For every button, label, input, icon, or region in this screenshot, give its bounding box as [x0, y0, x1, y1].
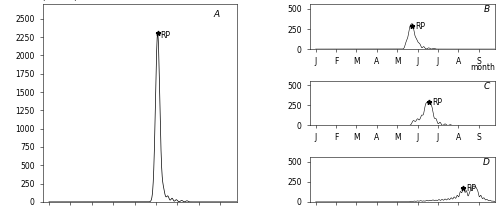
Text: A: A [214, 10, 220, 19]
Text: Pollen (m⁻³ d⁻¹): Pollen (m⁻³ d⁻¹) [17, 0, 78, 2]
Text: month: month [470, 63, 495, 73]
Text: D: D [482, 158, 490, 167]
Text: B: B [484, 6, 490, 14]
Text: RP: RP [160, 31, 170, 40]
Text: RP: RP [466, 184, 476, 193]
Text: RP: RP [432, 98, 442, 107]
Text: RP: RP [416, 22, 426, 31]
Text: C: C [483, 82, 490, 91]
